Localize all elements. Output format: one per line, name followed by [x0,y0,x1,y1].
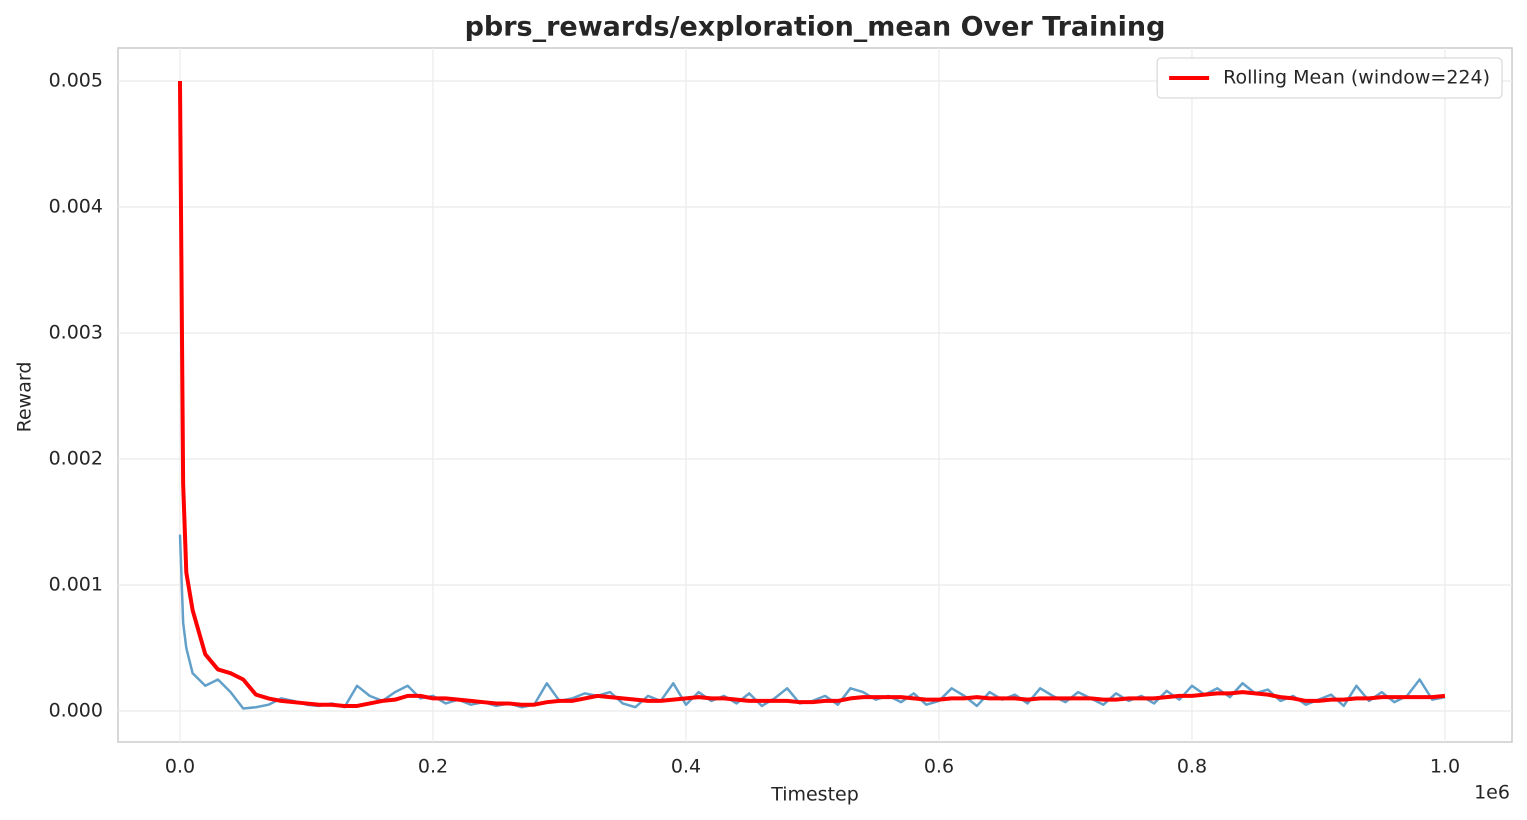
legend-box [1156,57,1503,99]
y-tick-label: 0.003 [49,322,103,344]
chart-title: pbrs_rewards/exploration_mean Over Train… [465,12,1166,43]
x-tick-label: 0.6 [924,756,954,778]
x-axis-label: Timestep [770,784,859,806]
x-tick-label: 0.2 [418,756,448,778]
x-tick-label: 1.0 [1430,756,1460,778]
x-offset-label: 1e6 [1474,782,1510,804]
plot-frame [117,47,1513,743]
y-tick-label: 0.005 [49,70,103,92]
y-tick-label: 0.002 [49,448,103,470]
x-tick-label: 0.4 [671,756,701,778]
y-tick-label: 0.000 [49,700,103,722]
x-tick-label: 0.0 [165,756,195,778]
y-tick-label: 0.001 [49,574,103,596]
data-line [177,80,1446,708]
legend-label: Rolling Mean (window=224) [1223,67,1490,89]
y-tick-label: 0.004 [49,196,103,218]
x-tick-label: 0.8 [1177,756,1207,778]
y-axis-label: Reward [14,362,36,433]
